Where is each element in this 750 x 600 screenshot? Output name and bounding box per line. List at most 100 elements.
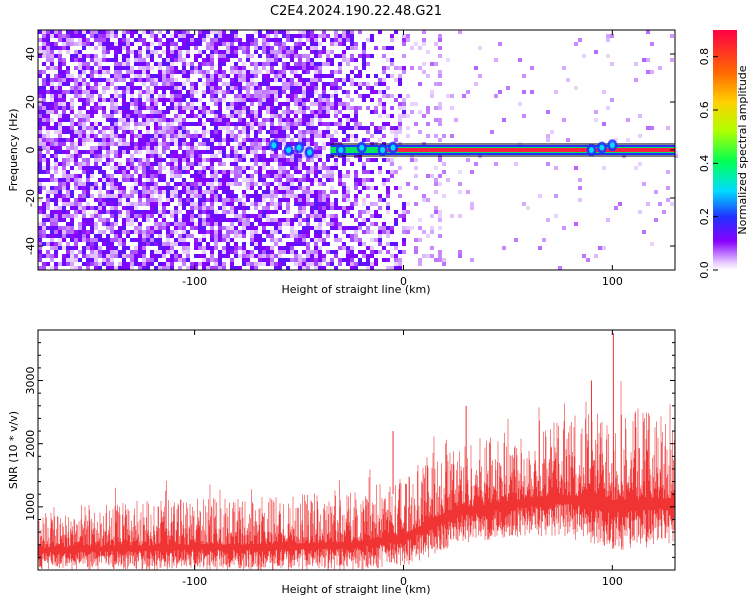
heatmap-cell	[210, 234, 214, 238]
heatmap-cell	[334, 86, 338, 90]
heatmap-cell	[318, 62, 322, 66]
heatmap-cell	[182, 226, 186, 230]
heatmap-cell	[210, 50, 214, 54]
heatmap-cell	[274, 238, 278, 242]
heatmap-cell	[310, 138, 314, 142]
heatmap-cell	[150, 242, 154, 246]
heatmap-cell	[126, 206, 130, 210]
heatmap-cell	[174, 210, 178, 214]
heatmap-cell	[362, 46, 366, 50]
heatmap-cell	[214, 70, 218, 74]
heatmap-cell	[574, 42, 578, 46]
heatmap-cell	[50, 230, 54, 234]
heatmap-cell	[190, 90, 194, 94]
heatmap-cell	[250, 194, 254, 198]
heatmap-cell	[354, 74, 358, 78]
heatmap-cell	[410, 46, 414, 50]
heatmap-cell	[142, 146, 146, 150]
heatmap-cell	[130, 202, 134, 206]
heatmap-cell	[182, 106, 186, 110]
heatmap-cell	[334, 30, 338, 34]
heatmap-cell	[98, 178, 102, 182]
heatmap-cell	[38, 118, 42, 122]
heatmap-cell	[102, 42, 106, 46]
heatmap-cell	[302, 206, 306, 210]
heatmap-cell	[70, 58, 74, 62]
heatmap-cell	[238, 134, 242, 138]
heatmap-cell	[322, 122, 326, 126]
heatmap-cell	[286, 266, 290, 270]
heatmap-cell	[210, 98, 214, 102]
heatmap-cell	[190, 198, 194, 202]
heatmap-cell	[42, 110, 46, 114]
heatmap-cell	[174, 254, 178, 258]
colorbar-tick-label: 0.8	[698, 48, 711, 66]
heatmap-cell	[302, 142, 306, 146]
heatmap-cell	[62, 238, 66, 242]
heatmap-cell	[50, 54, 54, 58]
heatmap-cell	[290, 166, 294, 170]
heatmap-cell	[142, 62, 146, 66]
heatmap-cell	[130, 34, 134, 38]
heatmap-cell	[50, 258, 54, 262]
heatmap-cell	[138, 222, 142, 226]
heatmap-cell	[58, 66, 62, 70]
heatmap-cell	[322, 46, 326, 50]
heatmap-cell	[94, 214, 98, 218]
heatmap-cell	[162, 186, 166, 190]
heatmap-cell	[178, 134, 182, 138]
heatmap-cell	[354, 182, 358, 186]
heatmap-cell	[342, 90, 346, 94]
heatmap-cell	[42, 50, 46, 54]
heatmap-cell	[150, 210, 154, 214]
heatmap-cell	[318, 206, 322, 210]
heatmap-cell	[258, 106, 262, 110]
heatmap-cell	[238, 114, 242, 118]
heatmap-cell	[374, 222, 378, 226]
heatmap-cell	[122, 194, 126, 198]
heatmap-cell	[250, 202, 254, 206]
heatmap-cell	[302, 70, 306, 74]
heatmap-cell	[450, 134, 454, 138]
heatmap-cell	[50, 110, 54, 114]
heatmap-cell	[202, 250, 206, 254]
heatmap-cell	[298, 66, 302, 70]
heatmap-cell	[146, 46, 150, 50]
heatmap-cell	[186, 166, 190, 170]
heatmap-cell	[122, 34, 126, 38]
heatmap-cell	[342, 158, 346, 162]
heatmap-cell	[254, 86, 258, 90]
heatmap-cell	[282, 42, 286, 46]
heatmap-cell	[158, 130, 162, 134]
heatmap-cell	[262, 82, 266, 86]
heatmap-cell	[166, 262, 170, 266]
heatmap-cell	[150, 146, 154, 150]
heatmap-cell	[106, 158, 110, 162]
heatmap-cell	[202, 266, 206, 270]
heatmap-cell	[74, 142, 78, 146]
heatmap-cell	[50, 58, 54, 62]
heatmap-cell	[254, 122, 258, 126]
heatmap-cell	[286, 126, 290, 130]
heatmap-cell	[542, 238, 546, 242]
heatmap-cell	[150, 94, 154, 98]
heatmap-cell	[134, 86, 138, 90]
heatmap-cell	[158, 230, 162, 234]
heatmap-cell	[306, 226, 310, 230]
heatmap-cell	[146, 166, 150, 170]
heatmap-cell	[154, 154, 158, 158]
heatmap-cell	[142, 38, 146, 42]
heatmap-cell	[78, 206, 82, 210]
heatmap-cell	[246, 150, 250, 154]
heatmap-cell	[374, 130, 378, 134]
heatmap-cell	[230, 162, 234, 166]
heatmap-cell	[222, 122, 226, 126]
heatmap-cell	[266, 78, 270, 82]
heatmap-cell	[362, 210, 366, 214]
heatmap-cell	[410, 226, 414, 230]
heatmap-cell	[74, 50, 78, 54]
heatmap-cell	[318, 158, 322, 162]
heatmap-cell	[298, 78, 302, 82]
heatmap-cell	[302, 194, 306, 198]
heatmap-cell	[274, 218, 278, 222]
